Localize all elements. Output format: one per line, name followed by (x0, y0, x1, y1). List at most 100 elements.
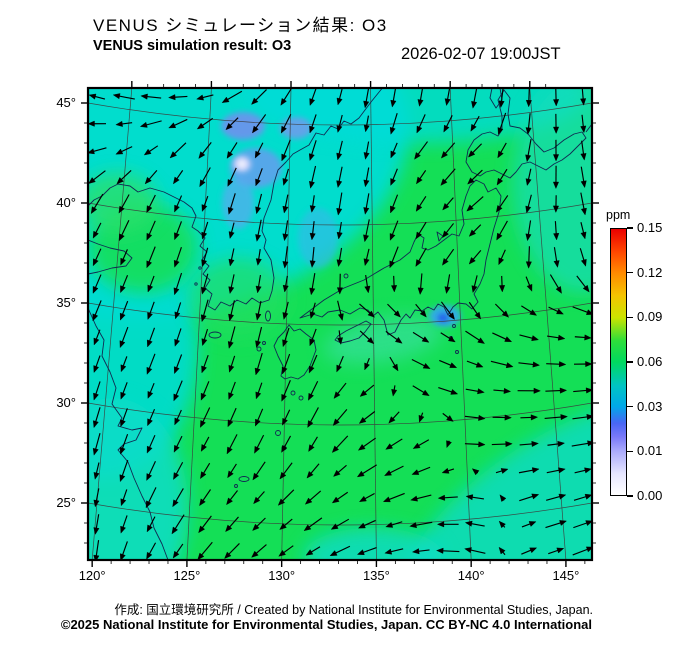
wind-arrow-head (174, 311, 181, 320)
wind-arrow-shaft (229, 326, 236, 346)
wind-arrow-head (444, 98, 451, 106)
wind-arrow-head (281, 153, 288, 162)
wind-arrow-head (198, 525, 206, 534)
wind-arrow-head (444, 286, 451, 295)
wind-arrow-shaft (490, 360, 510, 367)
wind-arrow-head (478, 414, 486, 421)
colorbar-tick-label: 0.12 (637, 264, 663, 280)
wind-arrow-head (411, 548, 420, 555)
wind-arrow-head (281, 393, 287, 402)
wind-arrow-shaft (571, 442, 591, 447)
wind-arrow-head (389, 126, 396, 135)
wind-arrow-head (505, 362, 514, 369)
wind-arrow-head (88, 93, 97, 100)
wind-arrow-head (410, 495, 418, 502)
wind-arrow-head (586, 309, 592, 315)
wind-arrow-head (174, 338, 180, 347)
wind-arrow-head (146, 205, 153, 214)
wind-arrow-head (254, 367, 261, 376)
wind-arrow-head (418, 414, 425, 423)
wind-arrow-head (441, 467, 450, 474)
wind-arrow-head (146, 339, 153, 348)
wind-arrow-head (93, 337, 100, 346)
field-blob-purple-blob-3 (280, 117, 312, 139)
wind-arrow-head (336, 152, 343, 161)
wind-arrow-head (525, 154, 532, 163)
wind-arrow-head (255, 234, 262, 242)
colorbar-tick-label: 0.15 (637, 220, 663, 235)
wind-arrow-head (146, 473, 153, 481)
wind-arrow-head (558, 467, 566, 474)
wind-arrow-head (558, 493, 567, 500)
wind-arrow-head (199, 179, 206, 188)
wind-arrow-head (255, 206, 262, 215)
wind-arrow-head (498, 546, 506, 555)
wind-arrow-head (529, 309, 538, 316)
wind-arrow-head (201, 204, 208, 213)
field-blob-china-coast-band (88, 398, 188, 560)
wind-arrow-head (557, 440, 566, 447)
lon-tick-label: 130° (268, 568, 296, 583)
wind-arrow-head (251, 550, 259, 558)
wind-arrow-head (336, 180, 343, 189)
wind-arrow-head (337, 337, 344, 345)
wind-arrow-head (88, 148, 95, 155)
wind-arrow-head (580, 98, 587, 106)
field-blob-seto-inland-sea (323, 315, 443, 365)
wind-arrow-head (468, 229, 477, 237)
wind-arrow-head (384, 548, 393, 555)
wind-arrow-head (475, 361, 484, 368)
wind-arrow-shaft (92, 193, 104, 211)
field-blob-green-patch-2 (88, 173, 158, 233)
wind-arrow-head (92, 230, 99, 239)
wind-arrow-head (119, 312, 126, 321)
coastline-kyushu (273, 324, 317, 380)
wind-arrow-head (309, 181, 315, 189)
colorbar-tick-label: 0.06 (637, 354, 663, 369)
wind-arrow-head (252, 523, 260, 531)
island-goto-2 (262, 341, 266, 345)
wind-arrow-head (416, 176, 423, 185)
wind-arrow-head (145, 500, 152, 509)
wind-arrow-head (364, 362, 370, 371)
wind-arrow-head (471, 468, 480, 476)
wind-arrow-head (501, 310, 510, 318)
wind-arrow-head (309, 98, 316, 106)
wind-arrow-head (505, 441, 513, 448)
field-blob-green-patch-3 (188, 258, 288, 338)
wind-arrow-head (470, 123, 477, 132)
wind-arrow-shaft (364, 219, 370, 239)
wind-arrow-head (499, 494, 507, 502)
wind-arrow-head (196, 94, 204, 101)
wind-arrow-head (228, 364, 235, 373)
wind-arrow-head (120, 257, 127, 266)
page-title-english: VENUS simulation result: O3 (93, 38, 292, 54)
wind-arrow-shaft (413, 521, 433, 527)
wind-arrow-head (92, 313, 99, 322)
wind-arrow-head (308, 365, 315, 374)
wind-arrow-head (201, 338, 208, 347)
wind-arrow-head (200, 314, 207, 323)
wind-arrow-head (367, 310, 375, 318)
wind-arrow-head (411, 469, 420, 475)
wind-arrow-head (227, 207, 234, 215)
wind-arrow-head (226, 497, 233, 506)
wind-vector-arrows (88, 88, 592, 560)
wind-arrow-head (228, 313, 235, 322)
wind-arrow-head (415, 204, 423, 212)
wind-arrow-head (412, 442, 421, 449)
lat-tick-label: 45° (56, 95, 76, 110)
wind-arrow-head (585, 361, 592, 368)
wind-arrow-shaft (256, 352, 263, 372)
wind-arrow-head (394, 336, 403, 344)
wind-arrow-head (553, 99, 560, 107)
wind-arrow-head (309, 287, 316, 296)
lat-tick-label: 35° (56, 295, 76, 310)
wind-arrow-head (173, 259, 180, 268)
wind-arrow-head (503, 387, 512, 394)
island-tsushima (265, 310, 271, 322)
wind-arrow-head (174, 204, 180, 213)
lon-tick-label: 120° (78, 568, 106, 583)
wind-arrow-shaft (544, 416, 564, 419)
